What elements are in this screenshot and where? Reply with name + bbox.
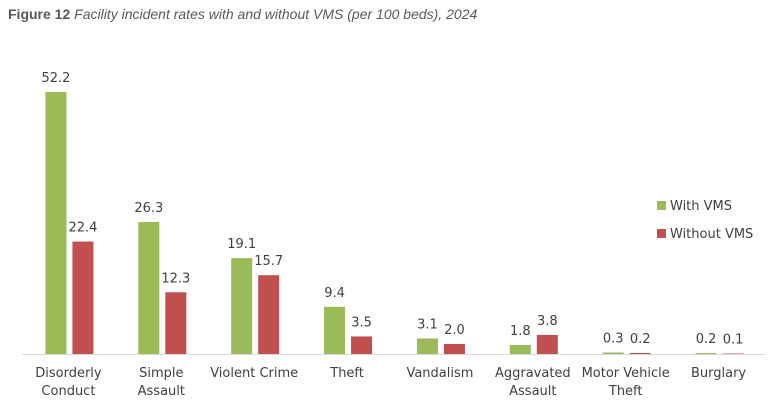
- bar: [536, 334, 558, 354]
- x-tick-label: Vandalism: [406, 366, 474, 381]
- bar: [629, 352, 651, 354]
- value-label: 0.3: [603, 331, 624, 346]
- title-text: Facility incident rates with and without…: [74, 6, 478, 22]
- bar: [165, 292, 187, 354]
- value-label: 3.5: [351, 315, 372, 330]
- bar: [72, 241, 94, 354]
- bar: [45, 92, 67, 354]
- chart-title: Figure 12 Facility incident rates with a…: [8, 6, 477, 22]
- x-tick-label: Aggravated Assault: [494, 366, 571, 399]
- value-label: 1.8: [510, 324, 531, 339]
- x-tick-label: Theft: [330, 366, 364, 381]
- value-label: 26.3: [134, 201, 163, 216]
- x-tick-label: Simple Assault: [137, 366, 185, 399]
- legend-swatch: [657, 229, 666, 238]
- x-tick-label: Violent Crime: [210, 366, 299, 381]
- value-label: 15.7: [254, 254, 283, 269]
- x-tick-label: Burglary: [690, 366, 747, 381]
- value-label: 3.8: [537, 314, 558, 329]
- bar: [351, 336, 373, 354]
- legend-label: With VMS: [670, 199, 732, 214]
- value-label: 12.3: [161, 271, 190, 286]
- value-label: 22.4: [68, 221, 97, 236]
- bar: [258, 275, 280, 354]
- bar: [324, 306, 346, 354]
- bar: [602, 352, 624, 354]
- bar: [509, 344, 531, 354]
- value-label: 0.2: [696, 332, 717, 347]
- bar: [722, 353, 744, 354]
- bar: [695, 352, 717, 354]
- bar: [231, 258, 253, 354]
- value-label: 52.2: [41, 71, 70, 86]
- value-label: 2.0: [444, 323, 465, 338]
- value-label: 9.4: [324, 286, 345, 301]
- x-tick-label: Motor Vehicle Theft: [581, 366, 670, 399]
- value-label: 19.1: [227, 237, 256, 252]
- value-label: 0.1: [723, 332, 744, 347]
- legend-label: Without VMS: [670, 227, 753, 242]
- value-label: 3.1: [417, 317, 438, 332]
- figure-label: Figure 12: [8, 6, 71, 22]
- x-tick-label: Disorderly Conduct: [35, 366, 102, 399]
- bar: [416, 338, 438, 354]
- value-label: 0.2: [630, 332, 651, 347]
- bar: [138, 221, 160, 354]
- legend-swatch: [657, 201, 666, 210]
- bar: [443, 343, 465, 354]
